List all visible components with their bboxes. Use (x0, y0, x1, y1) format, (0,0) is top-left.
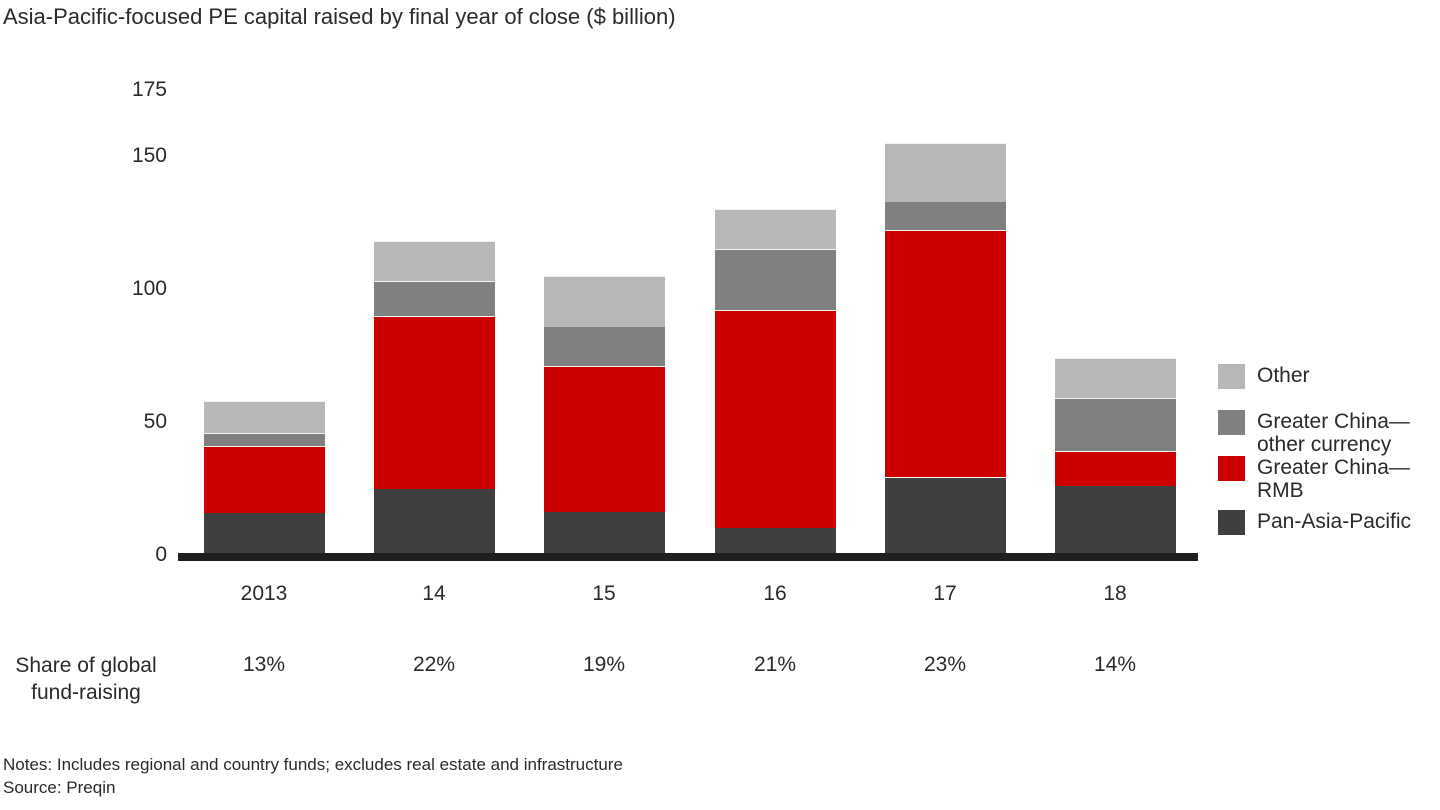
bar-segment-pan-asia-pacific (1055, 486, 1176, 559)
legend-label: Greater China— RMB (1257, 456, 1410, 502)
bar-segment-greater-china-other-currency (374, 281, 495, 316)
y-axis-tick-label: 0 (155, 543, 167, 566)
x-axis-label: 16 (763, 582, 787, 605)
share-of-global-value: 14% (1093, 653, 1137, 676)
bar-segment-greater-china-rmb (204, 446, 325, 513)
footnotes: Notes: Includes regional and country fun… (3, 753, 623, 799)
x-axis-label: 15 (592, 582, 616, 605)
y-axis-tick-label: 50 (143, 410, 167, 433)
x-axis-label: 18 (1103, 582, 1127, 605)
bar-segment-greater-china-other-currency (544, 326, 665, 366)
y-axis-tick-label: 175 (131, 78, 167, 101)
bar-segment-pan-asia-pacific (544, 512, 665, 559)
legend-swatch (1218, 456, 1245, 481)
share-label-line1: Share of global (15, 654, 157, 677)
legend-label: Greater China— other currency (1257, 410, 1410, 456)
share-label-line2: fund-raising (31, 681, 141, 704)
share-of-global-value: 22% (412, 653, 456, 676)
share-of-global-value: 13% (242, 653, 286, 676)
bar-segment-greater-china-other-currency (1055, 398, 1176, 451)
bar-segment-greater-china-other-currency (204, 433, 325, 446)
source-text: Source: Preqin (3, 778, 116, 797)
bar-segment-greater-china-rmb (374, 316, 495, 489)
bar-segment-greater-china-other-currency (885, 201, 1006, 230)
share-of-global-value: 19% (582, 653, 626, 676)
share-of-global-label: Share of global fund-raising (0, 652, 172, 706)
legend-label: Other (1257, 364, 1310, 387)
legend-item: Pan-Asia-Pacific (1218, 510, 1411, 535)
chart-title: Asia-Pacific-focused PE capital raised b… (3, 4, 676, 29)
share-of-global-value: 21% (753, 653, 797, 676)
legend-swatch (1218, 510, 1245, 535)
bar-segment-greater-china-rmb (544, 366, 665, 512)
bar-segment-pan-asia-pacific (885, 478, 1006, 559)
share-of-global-value: 23% (923, 653, 967, 676)
legend-item: Greater China— RMB (1218, 456, 1410, 502)
bar-segment-other (715, 209, 836, 249)
legend-label: Pan-Asia-Pacific (1257, 510, 1412, 533)
legend-swatch (1218, 410, 1245, 435)
legend-swatch (1218, 364, 1245, 389)
bar-segment-other (374, 241, 495, 281)
notes-text: Notes: Includes regional and country fun… (3, 755, 623, 774)
bar-segment-greater-china-rmb (715, 310, 836, 528)
legend-item: Other (1218, 364, 1310, 389)
bar-segment-other (1055, 358, 1176, 398)
x-axis-label: 17 (933, 582, 957, 605)
legend: Other Greater China— other currency Greater… (1218, 0, 1440, 810)
bar-segment-greater-china-other-currency (715, 249, 836, 310)
bar-segment-pan-asia-pacific (204, 512, 325, 559)
bar-segment-greater-china-rmb (1055, 451, 1176, 486)
legend-item: Greater China— other currency (1218, 410, 1410, 456)
bar-segment-other (885, 143, 1006, 202)
x-axis-line (178, 553, 1198, 561)
bar-segment-other (544, 276, 665, 327)
y-axis-tick-label: 100 (131, 277, 167, 300)
x-axis-label: 14 (422, 582, 446, 605)
bar-segment-other (204, 401, 325, 433)
y-axis-tick-label: 150 (131, 144, 167, 167)
x-axis-label: 2013 (240, 582, 288, 605)
bar-segment-pan-asia-pacific (374, 489, 495, 560)
bar-segment-greater-china-rmb (885, 230, 1006, 477)
